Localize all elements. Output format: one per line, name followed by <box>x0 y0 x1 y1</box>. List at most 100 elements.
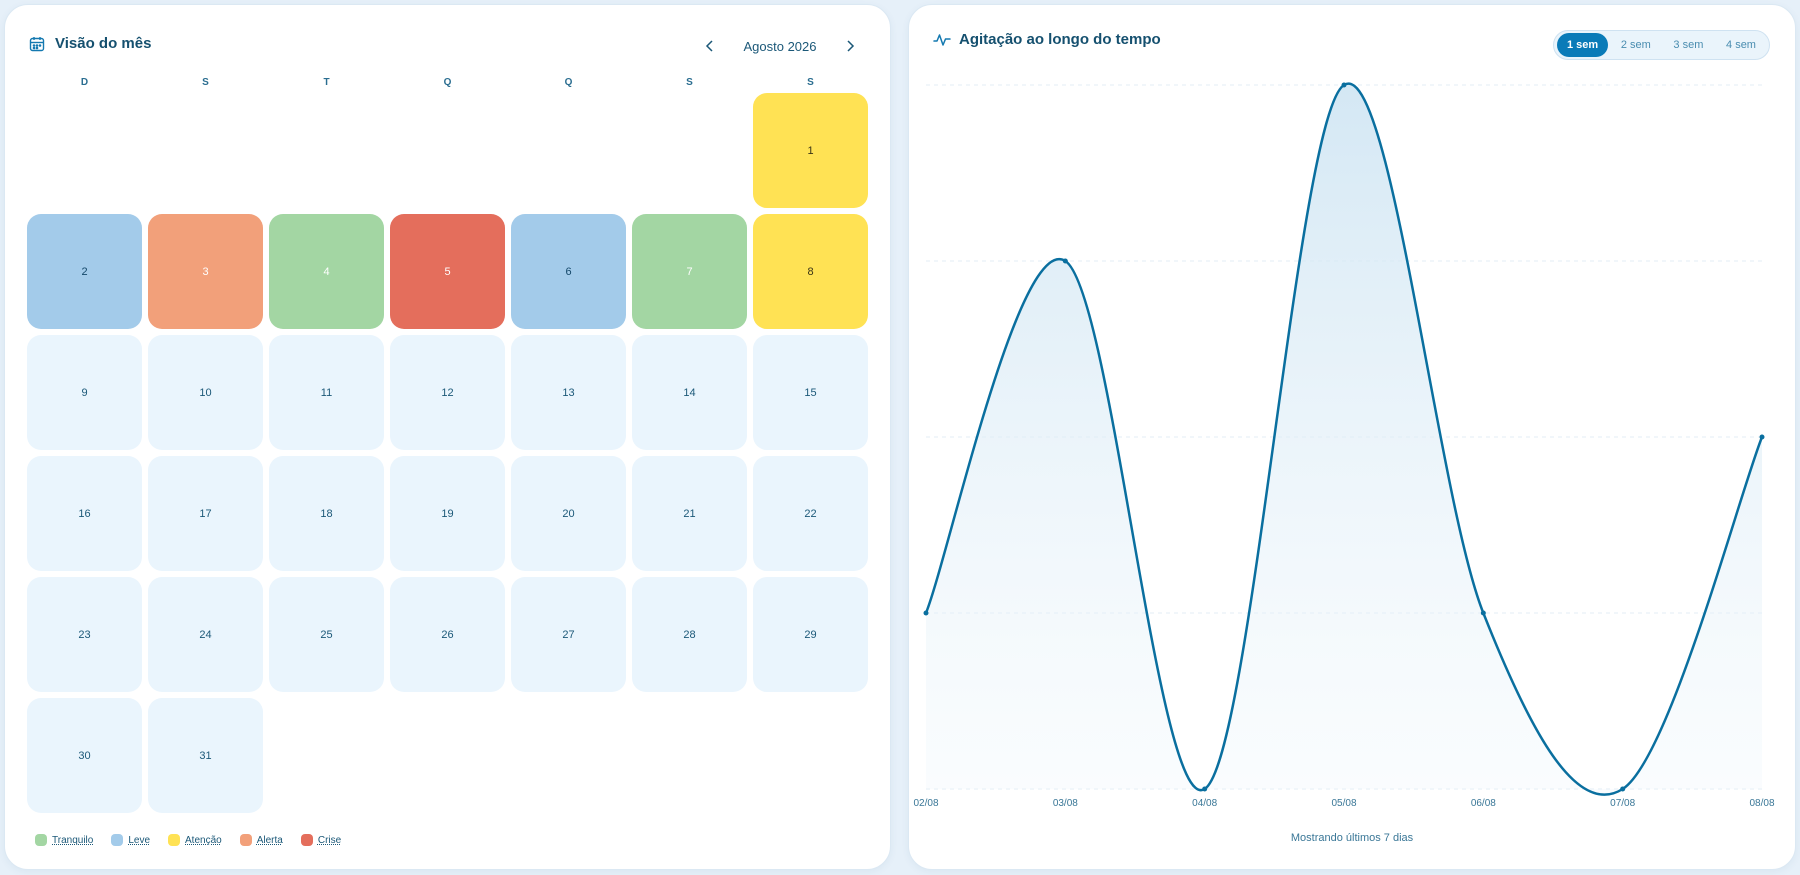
day-number: 15 <box>804 386 817 399</box>
day-number: 29 <box>804 628 817 641</box>
calendar-day-30[interactable]: 30 <box>27 698 142 813</box>
agitation-legend: Tranquilo Leve Atenção Alerta Crise <box>35 834 341 846</box>
weekday-label: T <box>323 77 330 88</box>
current-month-label: Agosto 2026 <box>743 38 817 54</box>
legend-label: Leve <box>128 834 151 846</box>
calendar-day-23[interactable]: 23 <box>27 577 142 692</box>
day-number: 22 <box>804 507 817 520</box>
legend-label: Crise <box>317 834 342 846</box>
day-number: 26 <box>441 628 454 641</box>
legend-item: Atenção <box>168 834 222 846</box>
calendar-day-17[interactable]: 17 <box>148 456 263 571</box>
x-tick-label: 08/08 <box>1749 798 1774 809</box>
range-option-2-sem[interactable]: 2 sem <box>1620 39 1651 51</box>
data-point[interactable] <box>1620 786 1626 792</box>
data-point[interactable] <box>1202 786 1208 792</box>
calendar-day-11[interactable]: 11 <box>269 335 384 450</box>
month-navigation: Agosto 2026 <box>695 31 865 61</box>
x-tick-label: 07/08 <box>1610 798 1635 809</box>
calendar-day-27[interactable]: 27 <box>511 577 626 692</box>
day-number: 20 <box>562 507 575 520</box>
calendar-day-6[interactable]: 6 <box>511 214 626 329</box>
data-point[interactable] <box>1062 258 1068 264</box>
calendar-day-16[interactable]: 16 <box>27 456 142 571</box>
calendar-day-4[interactable]: 4 <box>269 214 384 329</box>
day-number: 11 <box>320 386 333 399</box>
range-option-4-sem[interactable]: 4 sem <box>1726 39 1756 51</box>
data-point[interactable] <box>1480 610 1486 616</box>
calendar-day-20[interactable]: 20 <box>511 456 626 571</box>
calendar-title: Visão do mês <box>55 35 152 52</box>
legend-swatch <box>239 834 252 846</box>
data-point[interactable] <box>1341 82 1347 88</box>
calendar-day-15[interactable]: 15 <box>753 335 868 450</box>
calendar-day-9[interactable]: 9 <box>27 335 142 450</box>
legend-swatch <box>300 834 313 846</box>
calendar-day-2[interactable]: 2 <box>27 214 142 329</box>
previous-month-button[interactable] <box>695 31 725 61</box>
chart-header: Agitação ao longo do tempo <box>933 31 1161 48</box>
agitation-area-chart: 02/08 03/08 04/08 05/08 06/08 07/08 08/08 <box>913 82 1775 809</box>
day-number: 13 <box>562 386 575 399</box>
calendar-day-12[interactable]: 12 <box>390 335 505 450</box>
calendar-day-10[interactable]: 10 <box>148 335 263 450</box>
day-number: 10 <box>199 386 212 399</box>
empty-day-cell <box>390 93 505 208</box>
calendar-day-13[interactable]: 13 <box>511 335 626 450</box>
calendar-day-21[interactable]: 21 <box>632 456 747 571</box>
day-number: 12 <box>441 386 454 399</box>
calendar-day-26[interactable]: 26 <box>390 577 505 692</box>
legend-swatch <box>168 834 181 846</box>
day-number: 3 <box>202 265 209 278</box>
x-tick-label: 03/08 <box>1053 798 1078 809</box>
calendar-day-25[interactable]: 25 <box>269 577 384 692</box>
day-number: 5 <box>444 265 451 278</box>
weekday-label: Q <box>564 77 573 88</box>
calendar-day-24[interactable]: 24 <box>148 577 263 692</box>
calendar-day-31[interactable]: 31 <box>148 698 263 813</box>
calendar-day-grid: 1 2 3 4 5 6 7 8 9 10 11 12 13 14 15 16 17 18 19 20 21 22 23 24 2… <box>27 93 873 813</box>
next-month-button[interactable] <box>835 31 865 61</box>
legend-label: Atenção <box>185 834 222 846</box>
calendar-day-8[interactable]: 8 <box>753 214 868 329</box>
legend-item: Crise <box>300 834 342 846</box>
empty-day-cell <box>269 93 384 208</box>
calendar-day-29[interactable]: 29 <box>753 577 868 692</box>
day-number: 30 <box>78 749 91 762</box>
calendar-day-3[interactable]: 3 <box>148 214 263 329</box>
calendar-day-7[interactable]: 7 <box>632 214 747 329</box>
weekday-label: S <box>686 77 693 88</box>
day-number: 18 <box>320 507 333 520</box>
calendar-day-22[interactable]: 22 <box>753 456 868 571</box>
calendar-day-18[interactable]: 18 <box>269 456 384 571</box>
calendar-header: Visão do mês <box>29 35 151 52</box>
agitation-chart-card: Agitação ao longo do tempo 1 sem 2 sem 3 s… <box>908 4 1796 870</box>
calendar-day-28[interactable]: 28 <box>632 577 747 692</box>
day-number: 21 <box>683 507 696 520</box>
day-number: 25 <box>320 628 333 641</box>
calendar-day-14[interactable]: 14 <box>632 335 747 450</box>
empty-day-cell <box>511 93 626 208</box>
x-tick-label: 06/08 <box>1471 798 1496 809</box>
weekday-label: S <box>202 77 209 88</box>
x-tick-label: 05/08 <box>1331 798 1356 809</box>
chevron-left-icon <box>705 40 713 52</box>
calendar-day-19[interactable]: 19 <box>390 456 505 571</box>
range-option-1-sem[interactable]: 1 sem <box>1557 33 1609 57</box>
legend-swatch <box>35 834 47 846</box>
calendar-icon <box>29 36 45 52</box>
data-point[interactable] <box>1759 434 1765 440</box>
empty-day-cell <box>632 93 747 208</box>
day-number: 28 <box>683 628 696 641</box>
empty-day-cell <box>27 93 142 208</box>
day-number: 7 <box>686 265 693 278</box>
calendar-day-1[interactable]: 1 <box>753 93 868 208</box>
legend-label: Tranquilo <box>52 834 94 846</box>
calendar-day-5[interactable]: 5 <box>390 214 505 329</box>
day-number: 23 <box>78 628 91 641</box>
data-point[interactable] <box>923 610 929 616</box>
range-option-3-sem[interactable]: 3 sem <box>1673 39 1704 51</box>
weekday-label: S <box>807 77 814 88</box>
day-number: 27 <box>562 628 575 641</box>
